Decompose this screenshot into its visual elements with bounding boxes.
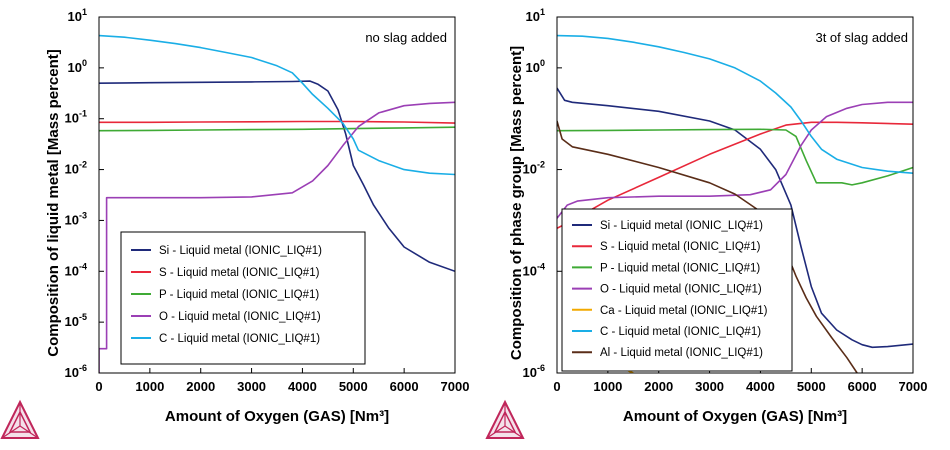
legend-label: Al - Liquid metal (IONIC_LIQ#1)	[600, 347, 763, 359]
triangle-logo-icon	[485, 399, 525, 439]
x-tick-label: 6000	[848, 379, 877, 394]
legend-label: S - Liquid metal (IONIC_LIQ#1)	[159, 267, 320, 279]
legend-label: S - Liquid metal (IONIC_LIQ#1)	[600, 241, 761, 253]
y-tick-label: 10-5	[65, 312, 87, 329]
legend-box	[561, 208, 793, 372]
triangle-logo-icon	[0, 399, 40, 439]
y-tick-label: 101	[68, 7, 87, 24]
x-tick-label: 7000	[441, 379, 470, 394]
series-line-4	[99, 101, 455, 373]
series-line-6	[557, 34, 913, 174]
y-tick-label: 100	[68, 58, 87, 75]
plot-frame	[556, 16, 914, 374]
x-tick-label: 7000	[899, 379, 928, 394]
x-tick-label: 3000	[695, 379, 724, 394]
y-tick-label: 10-3	[65, 210, 87, 227]
x-tick-label: 4000	[288, 379, 317, 394]
series-lines	[557, 34, 913, 373]
series-lines	[99, 34, 455, 373]
legend-label: O - Liquid metal (IONIC_LIQ#1)	[600, 284, 762, 296]
y-tick-label: 10-4	[523, 261, 545, 278]
y-tick-label: 10-2	[523, 160, 545, 177]
series-line-2	[99, 120, 455, 124]
x-tick-label: 5000	[339, 379, 368, 394]
x-tick-label: 1000	[135, 379, 164, 394]
legend-label: C - Liquid metal (IONIC_LIQ#1)	[600, 326, 761, 338]
y-tick-label: 100	[526, 58, 545, 75]
plot-frame	[98, 16, 456, 374]
x-axis-title: Amount of Oxygen (GAS) [Nm³]	[623, 408, 847, 425]
x-axis-title: Amount of Oxygen (GAS) [Nm³]	[165, 408, 389, 425]
y-tick-label: 10-4	[65, 261, 87, 278]
series-line-5	[99, 34, 455, 176]
x-tick-label: 3000	[237, 379, 266, 394]
y-tick-label: 10-6	[523, 363, 545, 380]
legend-label: C - Liquid metal (IONIC_LIQ#1)	[159, 333, 320, 345]
x-tick-label: 5000	[797, 379, 826, 394]
series-line-3	[557, 128, 913, 186]
x-tick-label: 0	[553, 379, 560, 394]
x-tick-label: 0	[95, 379, 102, 394]
legend-box	[120, 231, 366, 365]
legend-label: Si - Liquid metal (IONIC_LIQ#1)	[600, 220, 763, 232]
legend-label: Ca - Liquid metal (IONIC_LIQ#1)	[600, 305, 768, 317]
y-tick-label: 10-6	[65, 363, 87, 380]
series-line-2	[557, 121, 913, 230]
y-axis-title: Composition of phase group [Mass percent…	[508, 46, 525, 360]
y-tick-label: 10-2	[65, 160, 87, 177]
y-tick-label: 10-1	[65, 109, 87, 126]
legend-label: P - Liquid metal (IONIC_LIQ#1)	[159, 289, 319, 301]
x-tick-label: 1000	[593, 379, 622, 394]
legend: Si - Liquid metal (IONIC_LIQ#1) S - Liqui…	[561, 208, 793, 372]
series-line-3	[99, 126, 455, 132]
chart-panel-2: 0 1000 2000 3000 4000 5000 6000 7000 101 100 10-2 1…	[485, 7, 928, 439]
x-tick-label: 6000	[390, 379, 419, 394]
legend: Si - Liquid metal (IONIC_LIQ#1) S - Liqui…	[120, 231, 366, 365]
x-tick-label: 2000	[186, 379, 215, 394]
legend-label: Si - Liquid metal (IONIC_LIQ#1)	[159, 245, 322, 257]
legend-label: P - Liquid metal (IONIC_LIQ#1)	[600, 262, 760, 274]
x-tick-label: 2000	[644, 379, 673, 394]
x-tick-label: 4000	[746, 379, 775, 394]
series-line-4	[557, 101, 913, 219]
annotation-text: no slag added	[365, 30, 447, 45]
y-tick-label: 101	[526, 7, 545, 24]
series-line-1	[99, 80, 455, 273]
series-line-1	[557, 87, 913, 349]
annotation-text: 3t of slag added	[815, 30, 908, 45]
legend-label: O - Liquid metal (IONIC_LIQ#1)	[159, 311, 321, 323]
chart-panel-1: 0 1000 2000 3000 4000 5000 6000 7000 101 100 10-1 1…	[0, 7, 470, 439]
y-axis-title: Composition of liquid metal [Mass percen…	[45, 49, 62, 357]
